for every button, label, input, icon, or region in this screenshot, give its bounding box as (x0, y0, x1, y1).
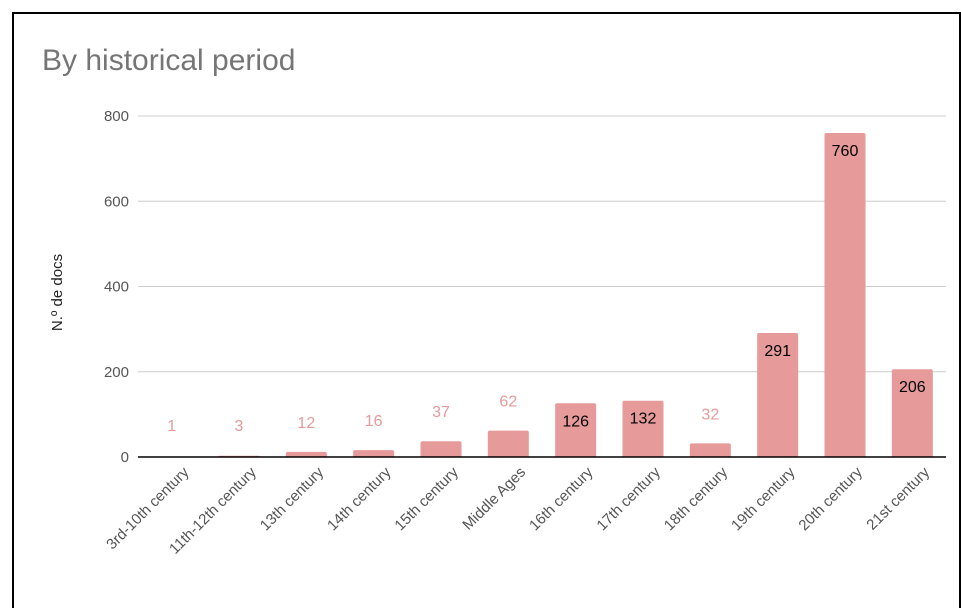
bar-data-label: 132 (630, 411, 657, 428)
x-tick-label: 13th century (257, 463, 328, 534)
bar-data-label: 32 (701, 406, 719, 423)
bar (555, 403, 597, 457)
bar-data-label: 3 (235, 418, 244, 435)
y-tick-label: 400 (104, 279, 129, 296)
bar (420, 441, 462, 457)
y-tick-label: 0 (121, 449, 129, 466)
chart-frame (12, 12, 961, 608)
bars (151, 133, 933, 458)
x-tick-label: 16th century (526, 463, 597, 534)
y-axis-title: N.º de docs (49, 254, 66, 331)
x-tick-label: 15th century (391, 463, 462, 534)
x-tick-label: 19th century (728, 463, 799, 534)
data-labels: 1 3 12 16 37 62 126 132 32 291 760 206 (167, 143, 926, 435)
y-axis: 0 200 400 600 800 (104, 108, 129, 466)
bar (285, 451, 327, 457)
bar-data-label: 62 (499, 394, 517, 411)
chart-title: By historical period (42, 44, 296, 77)
gridlines (138, 115, 946, 373)
bar-data-label: 1 (167, 418, 176, 435)
x-tick-label: Middle Ages (459, 464, 529, 534)
bar-data-label: 291 (764, 343, 791, 360)
bar-data-label: 760 (832, 143, 859, 160)
bar-data-label: 37 (432, 404, 450, 421)
bar (824, 133, 866, 458)
bar (757, 332, 799, 457)
y-tick-label: 200 (104, 364, 129, 381)
x-tick-label: 17th century (593, 463, 664, 534)
x-tick-label: 18th century (661, 463, 732, 534)
bar (622, 400, 664, 457)
bar (487, 430, 529, 457)
y-tick-label: 600 (104, 193, 129, 210)
x-tick-label: 20th century (795, 463, 866, 534)
x-tick-label: 14th century (324, 463, 395, 534)
x-tick-label: 21st century (863, 463, 933, 533)
bar (353, 450, 395, 457)
bar (689, 443, 731, 457)
bar-data-label: 206 (899, 379, 926, 396)
bar-data-label: 126 (562, 413, 589, 430)
bar-data-label: 12 (297, 415, 315, 432)
y-tick-label: 800 (104, 108, 129, 125)
bar (891, 369, 933, 457)
bar-data-label: 16 (365, 413, 383, 430)
